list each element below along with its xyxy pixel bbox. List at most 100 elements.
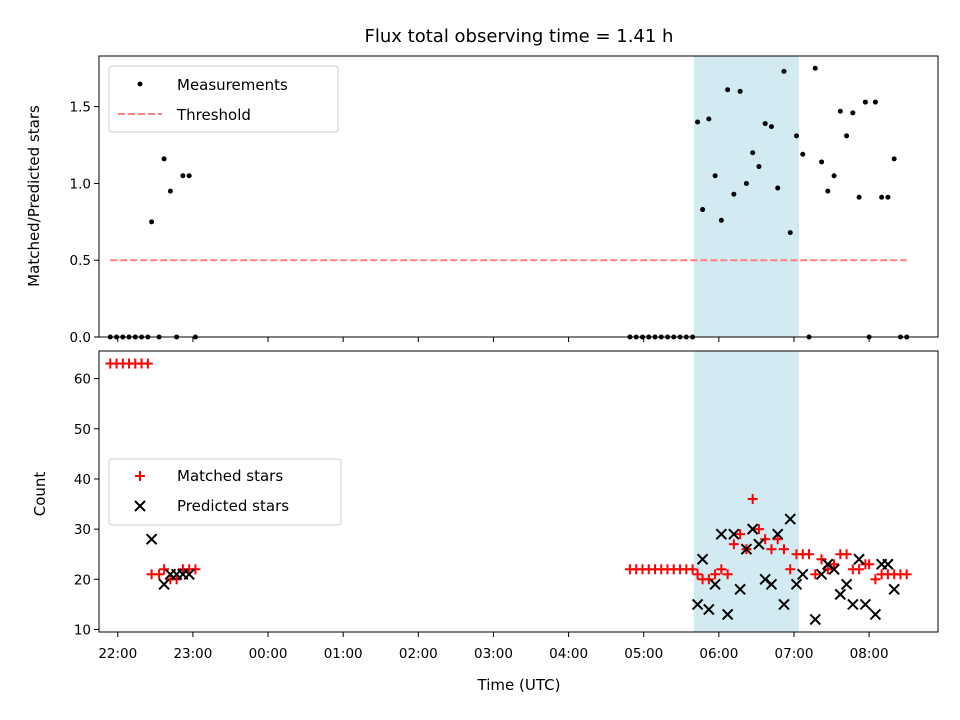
x-tick-label: 08:00 bbox=[850, 646, 889, 662]
measurement-point bbox=[775, 185, 781, 191]
predicted-stars-point bbox=[778, 598, 790, 611]
measurement-point bbox=[819, 159, 825, 165]
matched-stars-point bbox=[728, 539, 739, 550]
predicted-stars-point bbox=[840, 578, 853, 591]
y-ticks: 0.0 0.5 1.0 1.5 bbox=[70, 100, 99, 346]
y-tick-label: 0.5 bbox=[70, 253, 91, 269]
legend-marker-matched bbox=[135, 471, 145, 481]
measurement-point bbox=[787, 230, 793, 236]
measurement-point bbox=[756, 164, 762, 170]
measurement-point bbox=[844, 133, 850, 139]
measurement-point bbox=[768, 124, 774, 130]
x-tick-label: 03:00 bbox=[474, 646, 513, 662]
measurement-point bbox=[695, 119, 701, 125]
predicted-stars-point bbox=[691, 598, 704, 611]
legend: Matched stars Predicted stars bbox=[108, 458, 342, 526]
predicted-stars-point bbox=[790, 578, 803, 591]
predicted-stars-point bbox=[797, 568, 809, 581]
matched-stars-point bbox=[901, 569, 912, 580]
highlight-span bbox=[693, 351, 800, 632]
measurement-point bbox=[712, 173, 718, 179]
measurement-point bbox=[812, 65, 818, 71]
legend-box bbox=[108, 458, 342, 526]
matched-stars-point bbox=[854, 564, 865, 575]
measurement-point bbox=[718, 217, 724, 223]
matched-stars-point bbox=[722, 569, 733, 580]
measurement-point bbox=[737, 88, 743, 94]
y-tick-label: 0.0 bbox=[70, 330, 91, 346]
predicted-stars-point bbox=[703, 603, 715, 616]
plot-series-group bbox=[107, 65, 910, 340]
predicted-stars-point bbox=[834, 588, 847, 601]
count-panel: 10 20 30 40 50 60 22:00 23:00 00:00 01:00 02:00 03… bbox=[31, 350, 939, 694]
x-tick-label: 04:00 bbox=[549, 646, 588, 662]
measurement-point bbox=[891, 156, 897, 162]
measurement-point bbox=[743, 180, 749, 186]
y-tick-label: 40 bbox=[74, 472, 91, 488]
x-ticks bbox=[117, 337, 870, 342]
matched-stars-point bbox=[710, 569, 721, 580]
plot-series-group bbox=[105, 358, 912, 626]
predicted-stars-point bbox=[183, 568, 195, 581]
x-tick-label: 01:00 bbox=[324, 646, 363, 662]
x-tick-label: 00:00 bbox=[249, 646, 288, 662]
measurement-point bbox=[862, 99, 868, 105]
predicted-stars-point bbox=[882, 558, 894, 570]
y-axis-label: Count bbox=[31, 472, 49, 517]
predicted-stars-point bbox=[859, 598, 872, 611]
measurement-point bbox=[837, 108, 843, 114]
predicted-stars-point bbox=[772, 528, 784, 540]
predicted-stars-point bbox=[853, 553, 865, 565]
measurement-point bbox=[186, 173, 192, 179]
predicted-stars-point bbox=[815, 568, 828, 581]
predicted-stars-point bbox=[721, 608, 734, 621]
plot-frame bbox=[98, 55, 939, 338]
matched-stars-point bbox=[716, 564, 727, 575]
measurement-point bbox=[149, 219, 155, 225]
matched-stars-point bbox=[142, 358, 153, 369]
figure-title: Flux total observing time = 1.41 h bbox=[365, 26, 674, 47]
predicted-stars-point bbox=[709, 578, 721, 591]
matched-stars-point bbox=[760, 534, 771, 545]
matched-stars-point bbox=[735, 529, 746, 540]
matched-stars-point bbox=[159, 564, 170, 575]
highlight-span bbox=[693, 56, 800, 337]
predicted-stars-point bbox=[145, 533, 158, 545]
plot-frame bbox=[98, 350, 939, 633]
measurement-point bbox=[781, 68, 787, 74]
y-tick-label: 1.5 bbox=[70, 100, 91, 116]
matched-stars-point bbox=[747, 494, 758, 505]
legend-box bbox=[108, 65, 339, 133]
measurement-point bbox=[161, 156, 167, 162]
matched-stars-point bbox=[692, 569, 703, 580]
measurement-point bbox=[180, 173, 186, 179]
matched-stars-point bbox=[810, 569, 821, 580]
predicted-stars-point bbox=[696, 553, 709, 565]
legend-label-threshold: Threshold bbox=[176, 106, 251, 124]
y-axis-label: Matched/Predicted stars bbox=[25, 105, 43, 287]
x-axis-label: Time (UTC) bbox=[477, 676, 561, 694]
measurement-point bbox=[167, 188, 173, 194]
x-tick-label: 22:00 bbox=[98, 646, 137, 662]
predicted-stars-point bbox=[784, 513, 796, 525]
predicted-stars-point bbox=[809, 613, 821, 626]
matched-stars-point bbox=[785, 564, 796, 575]
predicted-stars-point bbox=[728, 528, 740, 540]
predicted-stars-point bbox=[753, 538, 765, 550]
predicted-stars-point bbox=[740, 543, 753, 555]
y-tick-label: 50 bbox=[74, 422, 91, 438]
measurement-point bbox=[706, 116, 712, 122]
predicted-stars-point bbox=[869, 608, 882, 621]
measurement-point bbox=[793, 133, 799, 139]
y-ticks: 10 20 30 40 50 60 bbox=[74, 372, 99, 638]
x-tick-label: 07:00 bbox=[775, 646, 814, 662]
matched-stars-point bbox=[772, 534, 783, 545]
matched-stars-point bbox=[870, 574, 881, 585]
predicted-stars-point bbox=[746, 523, 759, 535]
matched-stars-point bbox=[816, 554, 827, 565]
measurement-point bbox=[700, 207, 706, 213]
matched-stars-point bbox=[864, 559, 875, 570]
matched-stars-point bbox=[154, 569, 165, 580]
y-tick-label: 60 bbox=[74, 372, 91, 388]
